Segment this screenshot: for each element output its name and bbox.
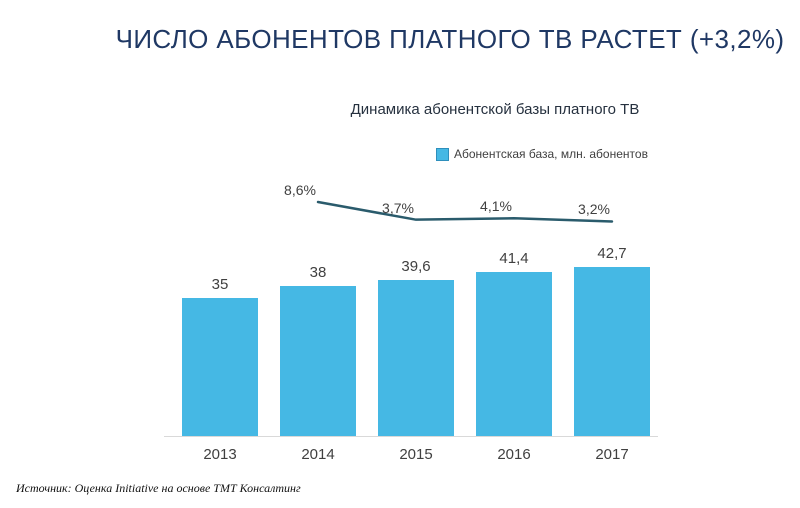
x-axis-label: 2014	[301, 446, 335, 463]
bar-value-label: 38	[309, 264, 327, 281]
line-value-label: 3,2%	[578, 201, 610, 218]
bar	[182, 298, 258, 436]
bars-row: 35 38 39,6 41,4 42,7	[160, 178, 660, 436]
x-axis-label: 2017	[595, 446, 629, 463]
line-value-label: 8,6%	[284, 182, 316, 199]
legend-label: Абонентская база, млн. абонентов	[454, 147, 648, 161]
x-axis-label: 2015	[399, 446, 433, 463]
bar-value-label: 42,7	[597, 245, 627, 262]
bar-column: 42,7	[574, 245, 650, 436]
x-axis-line	[164, 436, 658, 437]
bar	[280, 286, 356, 436]
x-axis-label: 2016	[497, 446, 531, 463]
bar	[574, 267, 650, 436]
chart-title: Динамика абонентской базы платного ТВ	[350, 101, 640, 118]
bar-column: 35	[182, 276, 258, 436]
bar-value-label: 35	[211, 276, 229, 293]
chart-area: 8,6% 3,7% 4,1% 3,2% 35 38 39,6 41,4 42,7 2013 20…	[160, 178, 660, 478]
bar-value-label: 39,6	[401, 258, 431, 275]
bar-column: 41,4	[476, 250, 552, 436]
legend-swatch-icon	[436, 147, 449, 161]
bar-column: 39,6	[378, 258, 454, 436]
x-axis-labels: 2013 2014 2015 2016 2017	[160, 437, 660, 463]
bar	[378, 280, 454, 436]
line-value-label: 4,1%	[480, 198, 512, 215]
bar	[476, 272, 552, 436]
slide-title: ЧИСЛО АБОНЕНТОВ ПЛАТНОГО ТВ РАСТЕТ (+3,2…	[115, 24, 785, 54]
line-value-label: 3,7%	[382, 199, 414, 216]
bar-value-label: 41,4	[499, 250, 529, 267]
source-note: Источник: Оценка Initiative на основе ТМ…	[16, 481, 301, 495]
bar-column: 38	[280, 264, 356, 436]
x-axis-label: 2013	[203, 446, 237, 463]
growth-line-chart	[316, 200, 614, 223]
legend: Абонентская база, млн. абонентов	[436, 147, 648, 161]
